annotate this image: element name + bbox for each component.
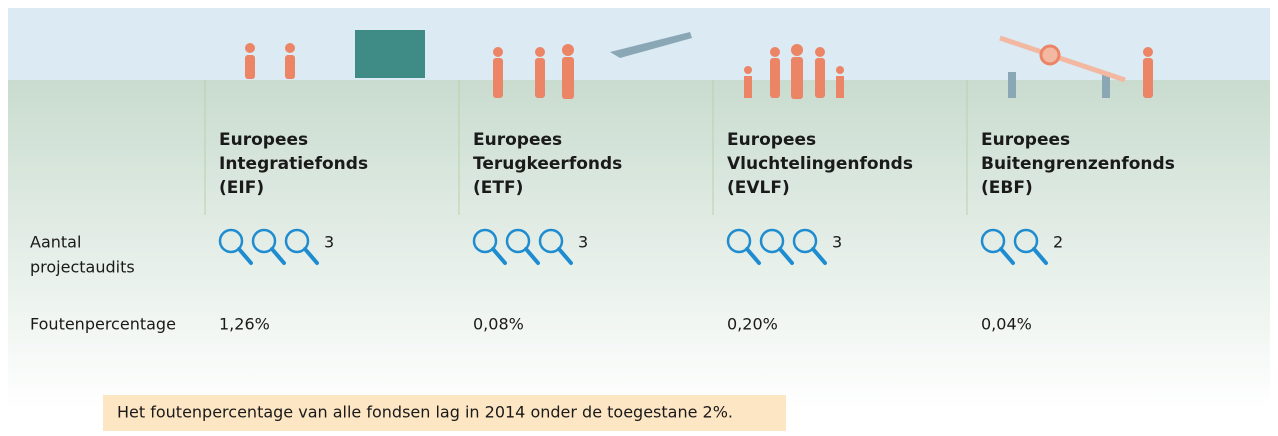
fund-name: (EIF): [219, 178, 264, 198]
fund-name: (ETF): [473, 178, 523, 198]
sky: [8, 8, 1270, 80]
fund-name: Europees: [473, 130, 562, 150]
fund-name: Integratiefonds: [219, 154, 368, 174]
error-rate: 0,04%: [981, 315, 1032, 334]
fund-name: Buitengrenzenfonds: [981, 154, 1175, 174]
row-label: projectaudits: [30, 258, 135, 277]
fund-name: (EBF): [981, 178, 1033, 198]
fund-name: Europees: [219, 130, 308, 150]
audit-count: 3: [578, 233, 588, 252]
fund-name: Europees: [981, 130, 1070, 150]
fund-name: Europees: [727, 130, 816, 150]
fund-name: Terugkeerfonds: [473, 154, 622, 174]
row-label: Foutenpercentage: [30, 315, 176, 334]
audit-count: 3: [832, 233, 842, 252]
error-rate: 0,20%: [727, 315, 778, 334]
audit-count: 2: [1053, 233, 1063, 252]
fund-name: (EVLF): [727, 178, 790, 198]
row-label: Aantal: [30, 233, 81, 252]
background: [8, 80, 1270, 410]
audit-count: 3: [324, 233, 334, 252]
fund-name: Vluchtelingenfonds: [727, 154, 913, 174]
error-rate: 1,26%: [219, 315, 270, 334]
note: Het foutenpercentage van alle fondsen la…: [117, 403, 733, 422]
infographic: Het foutenpercentage van alle fondsen la…: [0, 0, 1278, 432]
error-rate: 0,08%: [473, 315, 524, 334]
